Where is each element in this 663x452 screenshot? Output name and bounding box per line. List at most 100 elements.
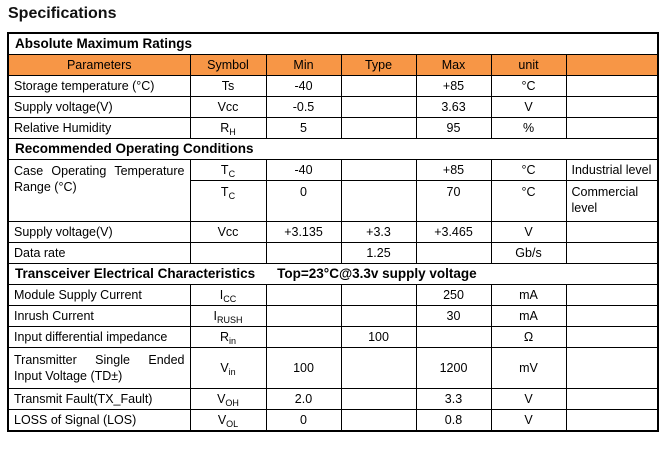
- symbol-base: R: [219, 329, 229, 344]
- header-symbol: Symbol: [189, 54, 267, 76]
- symbol-cell: Rin: [189, 326, 267, 348]
- table-row-storage-temperature: Storage temperature (°C) Ts -40 +85 °C: [7, 75, 659, 97]
- note-cell: [565, 305, 659, 327]
- symbol-base: V: [220, 360, 229, 375]
- type-cell: [340, 347, 417, 389]
- unit-cell: mA: [490, 284, 567, 306]
- note-cell: [565, 388, 659, 410]
- symbol-base: I: [219, 287, 224, 302]
- header-max: Max: [415, 54, 492, 76]
- test-condition: Top=23°C@3.3v supply voltage: [277, 266, 477, 282]
- max-cell: 3.3: [415, 388, 492, 410]
- max-cell: 0.8: [415, 409, 492, 432]
- note-cell: [565, 75, 659, 97]
- param-cell: Storage temperature (°C): [7, 75, 191, 97]
- param-cell: LOSS of Signal (LOS): [7, 409, 191, 432]
- symbol-sub: OL: [226, 418, 239, 429]
- symbol-sub: C: [228, 191, 236, 201]
- max-cell: 70: [415, 180, 492, 222]
- unit-cell: V: [490, 409, 567, 432]
- max-cell: +85: [415, 75, 492, 97]
- unit-cell: mA: [490, 305, 567, 327]
- section-title-text: Transceiver Electrical Characteristics: [15, 266, 256, 282]
- min-cell: -40: [265, 159, 342, 181]
- max-cell: +85: [415, 159, 492, 181]
- symbol-base: V: [217, 412, 227, 427]
- unit-cell: Ω: [490, 326, 567, 348]
- note-cell: [565, 117, 659, 139]
- table-header-row: Parameters Symbol Min Type Max unit: [7, 54, 659, 76]
- symbol-base: V: [217, 391, 226, 406]
- symbol-cell: VOH: [189, 388, 267, 410]
- header-unit: unit: [490, 54, 567, 76]
- max-cell: 3.63: [415, 96, 492, 118]
- symbol-cell: ICC: [189, 284, 267, 306]
- header-parameters: Parameters: [7, 54, 191, 76]
- min-cell: 5: [265, 117, 342, 139]
- header-min: Min: [265, 54, 342, 76]
- param-cell: Case Operating Temperature Range (°C): [7, 159, 191, 222]
- symbol-base: R: [220, 120, 230, 135]
- symbol-base: T: [220, 162, 229, 177]
- note-cell: [565, 409, 659, 432]
- symbol-sub: in: [229, 335, 237, 346]
- param-cell: Module Supply Current: [7, 284, 191, 306]
- type-cell: 100: [340, 326, 417, 348]
- type-cell: [340, 409, 417, 432]
- note-cell: [565, 326, 659, 348]
- min-cell: 0: [265, 180, 342, 222]
- section-title: Absolute Maximum Ratings: [7, 32, 659, 55]
- note-cell: [565, 347, 659, 389]
- param-cell: Relative Humidity: [7, 117, 191, 139]
- unit-cell: °C: [490, 159, 567, 181]
- type-cell: [340, 305, 417, 327]
- symbol-cell: TC: [189, 180, 267, 222]
- max-cell: 250: [415, 284, 492, 306]
- table-row-inrush-current: Inrush Current IRUSH 30 mA: [7, 305, 659, 327]
- note-cell: [565, 242, 659, 264]
- header-type: Type: [340, 54, 417, 76]
- section-title: Recommended Operating Conditions: [7, 138, 659, 160]
- table-row-case-temperature-commercial: TC 0 70 °C Commercial level: [8, 180, 659, 222]
- unit-cell: °C: [490, 75, 567, 97]
- unit-cell: V: [490, 388, 567, 410]
- param-cell: Input differential impedance: [7, 326, 191, 348]
- table-row-case-temperature-industrial: Case Operating Temperature Range (°C) TC…: [7, 159, 659, 222]
- param-cell: Inrush Current: [7, 305, 191, 327]
- min-cell: [265, 305, 342, 327]
- symbol-cell: [189, 242, 267, 264]
- symbol-cell: TC: [189, 159, 267, 181]
- type-cell: [340, 75, 417, 97]
- section-recommended-operating-conditions: Recommended Operating Conditions: [7, 138, 659, 160]
- header-note: [565, 54, 659, 76]
- table-row-data-rate: Data rate 1.25 Gb/s: [7, 242, 659, 264]
- type-cell: [340, 96, 417, 118]
- symbol-sub: in: [228, 366, 236, 377]
- param-cell: Transmit Fault(TX_Fault): [7, 388, 191, 410]
- param-cell: Transmitter Single Ended Input Voltage (…: [7, 347, 191, 389]
- type-cell: [340, 388, 417, 410]
- table-row-supply-voltage-abs: Supply voltage(V) Vcc -0.5 3.63 V: [7, 96, 659, 118]
- symbol-sub: OH: [225, 397, 239, 408]
- table-row-loss-of-signal: LOSS of Signal (LOS) VOL 0 0.8 V: [7, 409, 659, 432]
- type-cell: 1.25: [340, 242, 417, 264]
- symbol-base: I: [213, 308, 217, 323]
- table-row-supply-voltage-rec: Supply voltage(V) Vcc +3.135 +3.3 +3.465…: [7, 221, 659, 243]
- unit-cell: %: [490, 117, 567, 139]
- symbol-base: Vcc: [217, 99, 239, 114]
- param-cell: Supply voltage(V): [7, 221, 191, 243]
- unit-cell: V: [490, 96, 567, 118]
- specifications-table: Absolute Maximum Ratings Parameters Symb…: [7, 32, 660, 432]
- symbol-sub: CC: [223, 293, 237, 304]
- section-title: Transceiver Electrical Characteristics To…: [7, 263, 659, 285]
- min-cell: 2.0: [265, 388, 342, 410]
- param-cell: Data rate: [7, 242, 191, 264]
- page-title: Specifications: [8, 5, 117, 22]
- table-row-transmit-fault: Transmit Fault(TX_Fault) VOH 2.0 3.3 V: [7, 388, 659, 410]
- note-cell: [565, 221, 659, 243]
- type-cell: [340, 159, 417, 181]
- max-cell: 1200: [415, 347, 492, 389]
- max-cell: 30: [415, 305, 492, 327]
- symbol-cell: Vcc: [189, 96, 267, 118]
- symbol-sub: RUSH: [216, 314, 243, 325]
